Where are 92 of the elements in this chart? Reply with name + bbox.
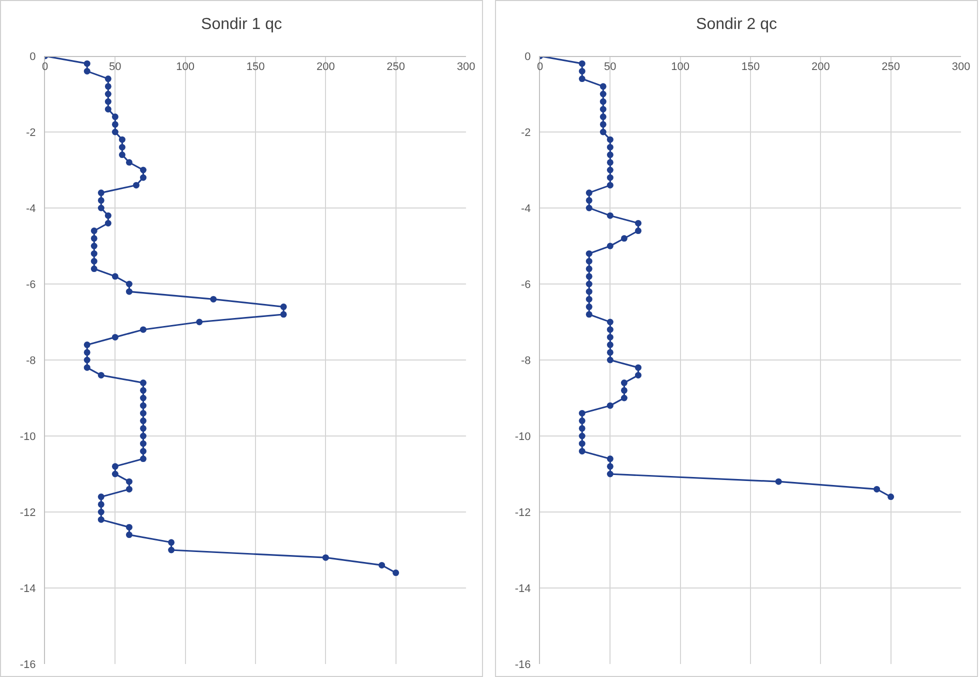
y-tick-label: -16 <box>514 658 531 671</box>
point <box>586 296 592 302</box>
x-tick-label: 0 <box>42 61 48 74</box>
point <box>578 68 586 74</box>
point <box>586 280 592 288</box>
point <box>578 60 586 67</box>
x-tick-label: 200 <box>316 61 335 74</box>
point <box>578 410 586 416</box>
y-tick-label: -4 <box>26 202 36 215</box>
point <box>600 90 606 98</box>
point <box>606 174 614 181</box>
point <box>888 494 894 500</box>
point <box>606 182 614 188</box>
chart-title: Sondir 1 qc <box>201 16 282 34</box>
point <box>600 98 606 105</box>
x-tick-label: 250 <box>386 61 406 74</box>
x-tick-label: 300 <box>456 61 476 74</box>
point <box>586 190 592 196</box>
y-tick-label: -2 <box>26 126 36 139</box>
point <box>634 372 642 378</box>
point <box>606 212 614 219</box>
point <box>606 349 614 356</box>
point <box>606 242 614 250</box>
point <box>606 456 614 462</box>
y-tick-label: -10 <box>514 430 531 443</box>
point <box>606 152 614 158</box>
y-tick-label: -4 <box>521 202 531 215</box>
point <box>620 235 628 242</box>
chart-title: Sondir 2 qc <box>696 16 777 34</box>
point <box>600 121 606 128</box>
y-tick-label: -6 <box>26 278 36 291</box>
x-tick-label: 50 <box>109 61 122 74</box>
point <box>578 440 586 447</box>
point <box>586 266 592 272</box>
point <box>586 311 592 318</box>
point <box>606 136 614 143</box>
point <box>606 402 614 409</box>
point <box>606 470 614 478</box>
y-tick-label: -10 <box>20 430 36 443</box>
point <box>586 250 592 257</box>
point <box>606 144 614 150</box>
y-tick-label: -6 <box>521 278 531 291</box>
point <box>620 387 628 394</box>
point <box>606 342 614 348</box>
x-tick-label: 50 <box>604 61 616 74</box>
point <box>586 197 592 204</box>
point <box>634 220 642 226</box>
x-tick-label: 250 <box>882 61 900 74</box>
point <box>874 486 880 492</box>
point <box>634 364 642 371</box>
point <box>775 478 782 485</box>
point <box>600 83 606 90</box>
point <box>606 166 614 174</box>
point <box>586 288 592 295</box>
point <box>600 114 606 120</box>
point <box>578 418 586 424</box>
point <box>606 334 614 340</box>
point <box>620 380 628 386</box>
point <box>600 106 606 112</box>
y-tick-label: -12 <box>514 506 531 519</box>
y-tick-label: -12 <box>20 506 36 519</box>
y-tick-label: -8 <box>26 354 36 367</box>
point <box>586 273 592 280</box>
y-tick-label: -14 <box>514 582 531 595</box>
x-tick-label: 100 <box>176 61 195 74</box>
x-tick-label: 200 <box>811 61 830 74</box>
y-tick-label: -16 <box>20 658 36 671</box>
point <box>586 258 592 264</box>
point <box>606 318 614 326</box>
x-tick-label: 0 <box>536 61 544 74</box>
point <box>634 228 642 234</box>
point <box>606 326 614 333</box>
x-tick-label: 100 <box>671 61 690 74</box>
point <box>578 425 586 432</box>
y-tick-label: 0 <box>524 50 531 63</box>
x-tick-label: 150 <box>741 61 760 74</box>
point <box>620 394 628 402</box>
point <box>578 432 586 440</box>
y-tick-label: -2 <box>521 126 531 139</box>
x-tick-label: 150 <box>246 61 265 74</box>
x-tick-label: 300 <box>952 61 970 74</box>
point <box>586 204 592 212</box>
point <box>578 76 586 82</box>
y-tick-label: 0 <box>30 50 36 63</box>
y-tick-label: -14 <box>20 582 36 595</box>
point <box>606 159 614 166</box>
point <box>600 128 606 136</box>
point <box>606 356 614 364</box>
y-tick-label: -8 <box>521 354 531 367</box>
point <box>578 448 586 454</box>
point <box>586 304 592 310</box>
point <box>606 463 614 470</box>
